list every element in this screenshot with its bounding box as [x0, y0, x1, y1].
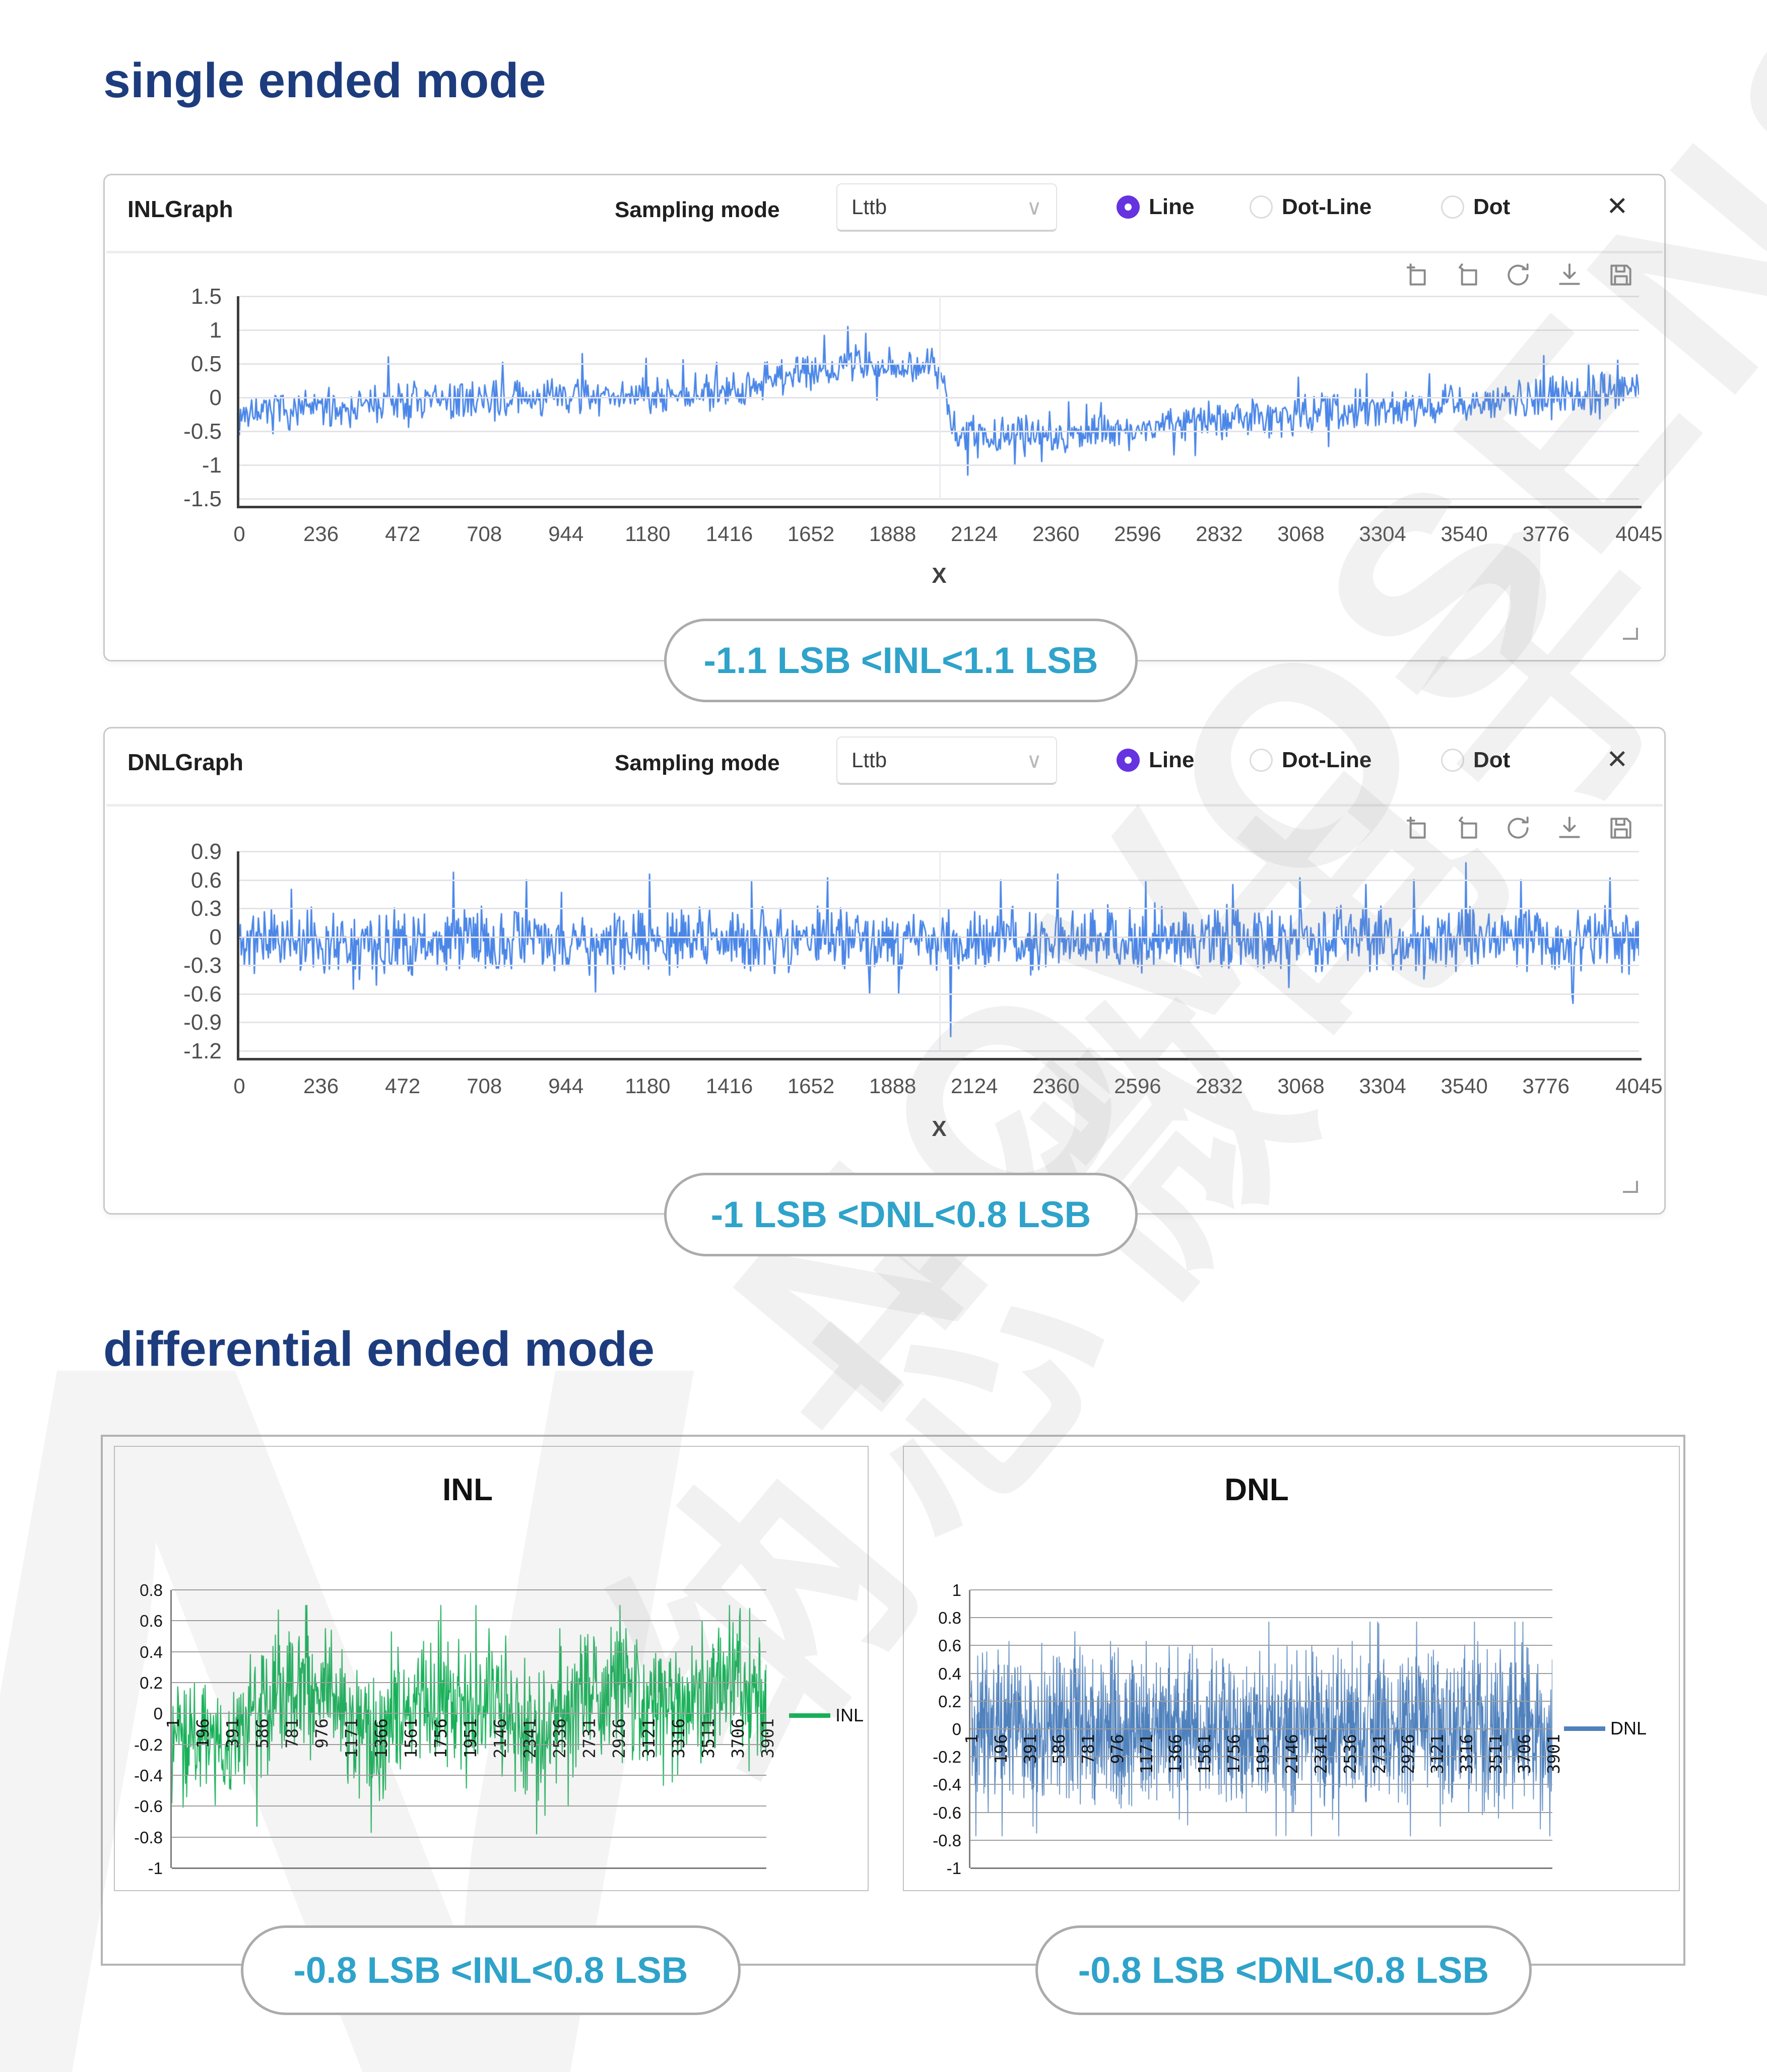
- radio-unselected-icon: [1441, 749, 1464, 772]
- radio-unselected-icon: [1441, 195, 1464, 219]
- sampling-mode-dropdown[interactable]: Lttb ∨: [836, 737, 1057, 785]
- zoom-box-icon[interactable]: [1401, 814, 1429, 842]
- legend: DNL: [1564, 1718, 1647, 1739]
- header-divider: [106, 804, 1663, 807]
- legend-label: DNL: [1610, 1718, 1647, 1739]
- sampling-mode-dropdown[interactable]: Lttb ∨: [836, 183, 1057, 232]
- inl-chart[interactable]: 1.5 1 0.5 0 -0.5 -1 -1.5 0 236 472 708 944 1180 1416 1…: [183, 284, 1663, 546]
- dnl-graph-window: DNLGraph Sampling mode Lttb ∨ Line Dot-L…: [103, 727, 1666, 1215]
- zoom-reset-icon[interactable]: [1453, 814, 1481, 842]
- radio-line-label: Line: [1149, 748, 1195, 772]
- inl-diff-chart-panel: INL 0.8 0.6 0.4 0.2 0 -0.2 -0.4 -0.6 -0.8 -1 1 196 3…: [114, 1446, 869, 1891]
- radio-dot-line-label: Dot-Line: [1282, 748, 1372, 772]
- download-icon[interactable]: [1555, 261, 1584, 289]
- radio-dot-label: Dot: [1473, 748, 1511, 772]
- legend-label: INL: [835, 1705, 864, 1725]
- restore-icon[interactable]: [1504, 814, 1532, 842]
- close-icon[interactable]: ✕: [1606, 192, 1628, 221]
- resize-handle-icon[interactable]: [1623, 628, 1638, 640]
- chart-title: DNL: [1224, 1473, 1289, 1507]
- download-icon[interactable]: [1555, 814, 1584, 842]
- chart-toolbar: [1401, 814, 1635, 842]
- radio-selected-icon: [1117, 195, 1140, 219]
- dnl-range-badge: -1 LSB <DNL<0.8 LSB: [664, 1173, 1138, 1256]
- window-title: INLGraph: [127, 196, 233, 222]
- radio-line[interactable]: Line: [1117, 748, 1194, 773]
- radio-unselected-icon: [1250, 195, 1273, 219]
- dnl-diff-chart-panel: DNL 1 0.8 0.6 0.4 0.2 0 -0.2 -0.4 -0.6 -0.8 -1 1 196…: [903, 1446, 1680, 1891]
- radio-dot-line[interactable]: Dot-Line: [1250, 748, 1371, 773]
- header-divider: [106, 251, 1663, 253]
- radio-dot-line-label: Dot-Line: [1282, 194, 1372, 219]
- legend: INL: [789, 1705, 864, 1726]
- radio-dot[interactable]: Dot: [1441, 194, 1510, 220]
- radio-dot-label: Dot: [1473, 194, 1511, 219]
- chevron-down-icon: ∨: [1026, 748, 1042, 772]
- radio-line-label: Line: [1149, 194, 1195, 219]
- x-axis-title: X: [932, 563, 947, 588]
- save-icon[interactable]: [1607, 814, 1635, 842]
- section-title-single-ended: single ended mode: [103, 53, 546, 108]
- radio-dot-line[interactable]: Dot-Line: [1250, 194, 1371, 220]
- radio-selected-icon: [1117, 749, 1140, 772]
- sampling-mode-label: Sampling mode: [615, 751, 780, 775]
- inl-range-badge: -1.1 LSB <INL<1.1 LSB: [664, 619, 1138, 702]
- restore-icon[interactable]: [1504, 261, 1532, 289]
- sampling-mode-label: Sampling mode: [615, 197, 780, 222]
- inl-diff-chart: 0.8 0.6 0.4 0.2 0 -0.2 -0.4 -0.6 -0.8 -1 1 196 391 58…: [134, 1580, 777, 1878]
- sampling-mode-value: Lttb: [852, 748, 887, 772]
- legend-line-swatch: [1564, 1726, 1605, 1731]
- close-icon[interactable]: ✕: [1606, 745, 1628, 774]
- radio-unselected-icon: [1250, 749, 1273, 772]
- chevron-down-icon: ∨: [1026, 195, 1042, 219]
- chart-toolbar: [1401, 261, 1635, 289]
- inl-graph-window: INLGraph Sampling mode Lttb ∨ Line Dot-L…: [103, 174, 1666, 661]
- inl-diff-range-badge: -0.8 LSB <INL<0.8 LSB: [241, 1925, 741, 2015]
- resize-handle-icon[interactable]: [1623, 1181, 1638, 1193]
- dnl-chart[interactable]: 0.9 0.6 0.3 0 -0.3 -0.6 -0.9 -1.2 0 236 472 708 944 1…: [183, 839, 1663, 1098]
- sampling-mode-value: Lttb: [852, 195, 887, 219]
- radio-dot[interactable]: Dot: [1441, 748, 1510, 773]
- radio-line[interactable]: Line: [1117, 194, 1194, 220]
- save-icon[interactable]: [1607, 261, 1635, 289]
- zoom-reset-icon[interactable]: [1453, 261, 1481, 289]
- dnl-diff-chart: 1 0.8 0.6 0.4 0.2 0 -0.2 -0.4 -0.6 -0.8 -1 1 196 391 5…: [933, 1580, 1563, 1878]
- x-axis-title: X: [932, 1116, 947, 1141]
- chart-title: INL: [442, 1473, 493, 1507]
- zoom-box-icon[interactable]: [1401, 261, 1429, 289]
- legend-line-swatch: [789, 1713, 830, 1718]
- dnl-diff-range-badge: -0.8 LSB <DNL<0.8 LSB: [1035, 1925, 1532, 2015]
- window-title: DNLGraph: [127, 749, 243, 775]
- section-title-differential: differential ended mode: [103, 1321, 655, 1376]
- differential-results-box: INL 0.8 0.6 0.4 0.2 0 -0.2 -0.4 -0.6 -0.8 -1 1 196 3…: [101, 1435, 1685, 1966]
